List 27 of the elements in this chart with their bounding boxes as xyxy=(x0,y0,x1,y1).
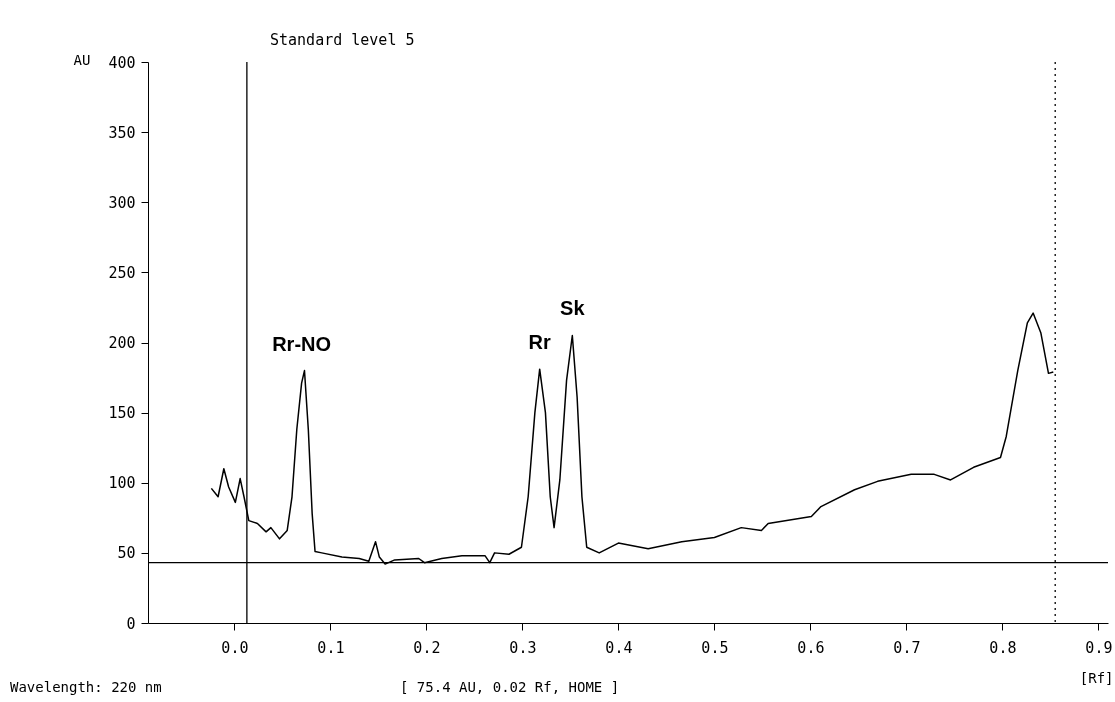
x-tick-label: 0.9 xyxy=(1085,638,1113,657)
annotation: Sk xyxy=(560,297,586,320)
chart-title: Standard level 5 xyxy=(270,31,415,49)
y-tick-label: 200 xyxy=(108,334,136,352)
annotation: Rr xyxy=(528,331,552,354)
y-tick-label: 0 xyxy=(126,614,136,633)
y-tick-label: 250 xyxy=(108,263,136,282)
x-tick-label: 0.6 xyxy=(797,638,825,657)
x-axis-title: [Rf] xyxy=(1079,669,1114,686)
x-tick-label: 0.0 xyxy=(221,638,249,657)
x-tick-label: 0.2 xyxy=(413,638,441,657)
text: Wavelength: 220 nm xyxy=(10,679,162,695)
x-tick-label: 0.5 xyxy=(701,638,729,657)
y-tick-label: 400 xyxy=(108,53,136,72)
y-axis-title: AU xyxy=(73,51,91,68)
y-tick-label: 350 xyxy=(108,123,136,142)
text: [ 75.4 AU, 0.02 Rf, HOME ] xyxy=(400,679,620,695)
y-tick-label: 300 xyxy=(108,193,136,212)
x-tick-label: 0.4 xyxy=(605,638,633,657)
y-tick-label: 150 xyxy=(108,404,136,423)
y-tick-label: 50 xyxy=(117,544,136,563)
annotation: Rr-NO xyxy=(272,332,332,355)
x-tick-label: 0.7 xyxy=(893,638,921,657)
x-tick-label: 0.3 xyxy=(509,638,537,657)
x-tick-label: 0.1 xyxy=(317,638,345,657)
y-tick-label: 100 xyxy=(108,474,136,493)
x-tick-label: 0.8 xyxy=(989,638,1017,657)
